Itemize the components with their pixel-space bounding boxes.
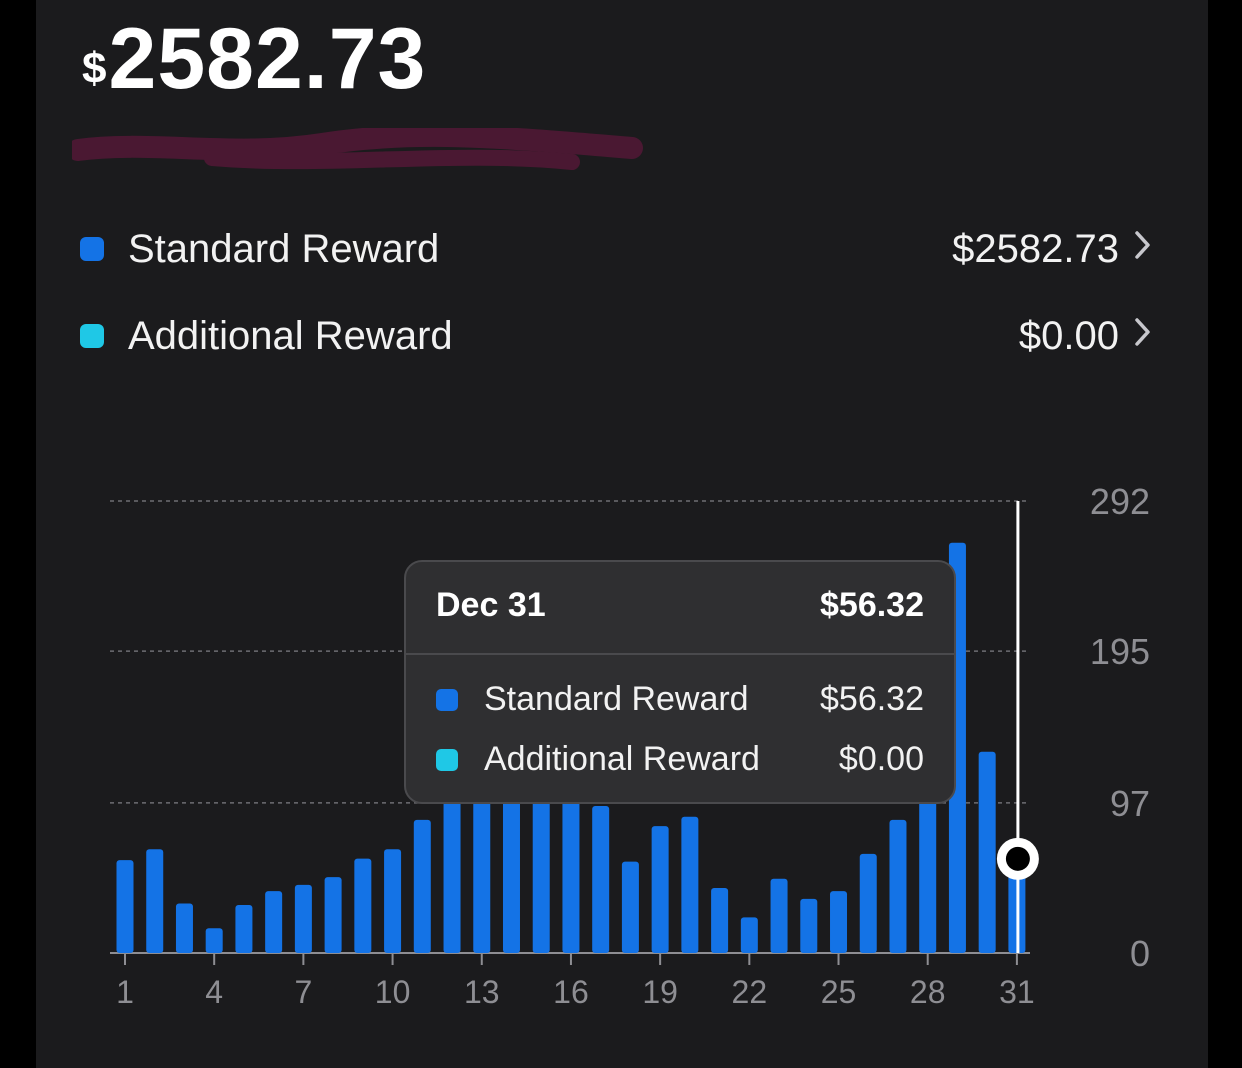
x-tick-label: 10: [375, 974, 411, 1010]
y-tick-label: 97: [1110, 783, 1150, 824]
chart-bar: [770, 878, 788, 953]
chart-bar: [413, 819, 431, 953]
standard-reward-swatch: [436, 688, 458, 711]
legend-additional-reward[interactable]: Additional Reward $0.00: [80, 311, 1155, 361]
tooltip-row-label: Additional Reward: [484, 740, 760, 778]
tooltip-row-additional: Additional Reward $0.00: [436, 740, 924, 779]
chart-bar: [800, 898, 818, 953]
chart-bar: [651, 826, 669, 953]
y-tick-label: 0: [1130, 933, 1150, 974]
standard-reward-swatch: [80, 237, 104, 261]
x-tick-label: 16: [553, 974, 589, 1010]
legend-label: Additional Reward: [128, 313, 453, 358]
tooltip-row-value: $56.32: [820, 680, 924, 718]
tooltip-divider: [406, 653, 954, 655]
chart-bar: [978, 751, 996, 953]
selection-handle-center: [1005, 846, 1030, 871]
tooltip-total: $56.32: [820, 586, 924, 624]
x-tick-label: 31: [999, 974, 1035, 1010]
chart-bar: [205, 928, 223, 953]
chart-bar: [146, 849, 164, 953]
chart-bar: [502, 767, 520, 953]
tooltip-row-label: Standard Reward: [484, 680, 749, 718]
legend-label: Standard Reward: [128, 226, 440, 271]
chart-bar: [592, 805, 610, 953]
x-tick-label: 28: [910, 974, 946, 1010]
tooltip-date: Dec 31: [436, 586, 546, 624]
chevron-right-icon: [1133, 315, 1155, 358]
chart-bar: [830, 891, 848, 953]
chart-bar: [562, 767, 580, 953]
chart-bar: [294, 884, 312, 953]
x-tick-label: 7: [294, 974, 312, 1010]
y-tick-label: 292: [1090, 481, 1150, 522]
chart-bar: [859, 853, 877, 953]
x-tick-label: 1: [116, 974, 134, 1010]
tooltip-header: Dec 31 $56.32: [436, 586, 924, 625]
legend-value: $0.00: [1018, 313, 1119, 358]
legend-standard-reward[interactable]: Standard Reward $2582.73: [80, 224, 1155, 274]
chart-bar: [354, 858, 372, 953]
chart-bar: [919, 795, 937, 953]
x-tick-label: 19: [642, 974, 678, 1010]
tooltip-row-standard: Standard Reward $56.32: [436, 680, 924, 719]
additional-reward-swatch: [80, 324, 104, 348]
chart-bar: [711, 887, 729, 953]
chart-bar: [116, 860, 134, 953]
x-tick-label: 13: [464, 974, 500, 1010]
chart-bar: [889, 819, 907, 953]
chart-tooltip: Dec 31 $56.32 Standard Reward $56.32 Add…: [404, 560, 956, 804]
legend-value: $2582.73: [952, 226, 1119, 271]
chart-bar: [324, 877, 342, 953]
x-tick-label: 4: [205, 974, 223, 1010]
x-tick-label: 22: [732, 974, 768, 1010]
chevron-right-icon: [1133, 228, 1155, 271]
chart-bar: [265, 891, 283, 953]
additional-reward-swatch: [436, 748, 458, 771]
chart-bar: [443, 798, 461, 953]
total-amount: $ 2582.73: [82, 14, 426, 104]
chart-bar: [681, 816, 699, 953]
redaction-scribble: [72, 128, 643, 170]
y-tick-label: 195: [1090, 631, 1150, 672]
chart-bar: [473, 782, 491, 953]
chart-bar: [621, 861, 639, 953]
chart-bar: [235, 905, 253, 953]
currency-symbol: $: [82, 44, 107, 93]
chart-bar: [384, 849, 402, 953]
chart-bar: [740, 917, 758, 953]
tooltip-row-value: $0.00: [838, 740, 924, 778]
total-value: 2582.73: [108, 11, 427, 107]
chart-bar: [175, 903, 193, 953]
x-tick-label: 25: [821, 974, 857, 1010]
